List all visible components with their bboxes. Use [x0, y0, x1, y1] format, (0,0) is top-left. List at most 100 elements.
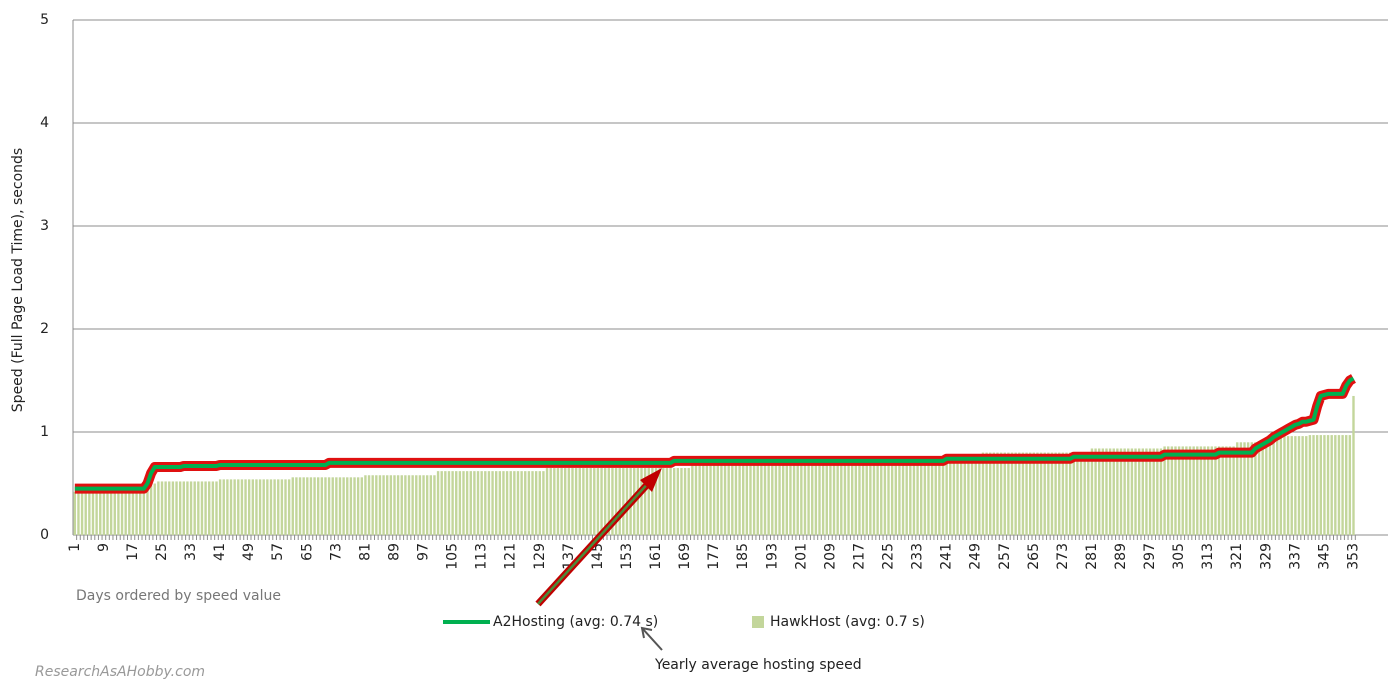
bar — [763, 464, 767, 535]
bar — [571, 468, 574, 535]
bar — [342, 477, 345, 535]
x-axis-label: Days ordered by speed value — [76, 588, 281, 604]
bar — [1352, 395, 1355, 535]
x-tick-label: 65 — [299, 543, 315, 561]
legend-label: A2Hosting (avg: 0.74 s) — [493, 614, 658, 630]
bar — [1036, 452, 1039, 535]
bar — [211, 481, 215, 535]
bar — [473, 471, 476, 535]
bar — [1236, 442, 1239, 535]
x-tick-label: 249 — [968, 543, 984, 570]
y-tick-label: 3 — [40, 218, 49, 234]
bar — [938, 460, 941, 535]
bar — [651, 468, 654, 535]
bar — [84, 491, 87, 535]
bar — [1265, 442, 1268, 535]
bar — [771, 464, 774, 535]
y-axis-label: Speed (Full Page Load Time), seconds — [10, 148, 26, 412]
x-tick-label: 145 — [590, 543, 606, 570]
y-tick-label: 5 — [40, 12, 49, 28]
bar — [429, 475, 433, 535]
bar — [160, 481, 164, 535]
bar — [887, 460, 890, 535]
bar — [505, 471, 509, 535]
bar — [244, 479, 247, 535]
bar — [433, 475, 436, 535]
bar — [153, 483, 156, 535]
bar — [189, 481, 193, 535]
bar — [861, 464, 865, 535]
bar — [175, 481, 178, 535]
bar — [498, 471, 502, 535]
bar — [451, 471, 454, 535]
x-tick-label: 89 — [386, 543, 402, 561]
bar — [847, 464, 850, 535]
bar — [1094, 448, 1097, 535]
bar — [1141, 448, 1144, 535]
bar — [691, 464, 694, 535]
bar — [956, 460, 959, 535]
bar — [309, 477, 313, 535]
bar — [353, 477, 356, 535]
bar — [418, 475, 422, 535]
watermark: ResearchAsAHobby.com — [35, 664, 205, 680]
bar — [560, 468, 563, 535]
bar — [465, 471, 469, 535]
x-tick-label: 9 — [96, 543, 112, 552]
x-tick-label: 225 — [881, 543, 897, 570]
bar — [585, 468, 589, 535]
bar — [1272, 436, 1275, 535]
bar — [229, 479, 233, 535]
bar — [545, 468, 549, 535]
y-tick-label: 4 — [40, 115, 49, 131]
bar — [705, 464, 709, 535]
bar — [487, 471, 491, 535]
bar — [178, 481, 182, 535]
bar — [970, 460, 974, 535]
bar — [811, 464, 814, 535]
bar — [367, 475, 371, 535]
bar — [1217, 446, 1221, 535]
bar — [415, 475, 418, 535]
bar — [1185, 446, 1188, 535]
bar — [1254, 442, 1257, 535]
x-tick-label: 105 — [445, 543, 461, 570]
red-arrow — [535, 468, 662, 607]
bar — [1050, 452, 1054, 535]
bar — [930, 460, 934, 535]
bar — [916, 460, 919, 535]
bar — [538, 471, 541, 535]
bar — [734, 464, 738, 535]
bar — [1119, 448, 1123, 535]
bar — [952, 460, 956, 535]
bar — [818, 464, 821, 535]
bar — [1170, 446, 1174, 535]
x-tick-label: 329 — [1258, 543, 1274, 570]
bar — [520, 471, 523, 535]
bar — [371, 475, 374, 535]
bar — [349, 477, 353, 535]
bar — [1225, 446, 1228, 535]
bar — [647, 468, 650, 535]
bar — [880, 460, 883, 535]
bar — [1276, 436, 1279, 535]
bar — [927, 460, 930, 535]
bar — [95, 491, 98, 535]
bar — [727, 464, 730, 535]
bar — [1177, 446, 1181, 535]
bar — [240, 479, 244, 535]
bar — [959, 460, 963, 535]
bar — [1203, 446, 1206, 535]
bar — [91, 491, 95, 535]
bar — [1221, 446, 1224, 535]
bar — [1294, 436, 1297, 535]
bar — [106, 491, 109, 535]
bar — [738, 464, 741, 535]
bar — [941, 460, 945, 535]
bar — [378, 475, 382, 535]
bar — [302, 477, 305, 535]
bar — [109, 491, 113, 535]
bar — [444, 471, 447, 535]
bar — [80, 491, 84, 535]
